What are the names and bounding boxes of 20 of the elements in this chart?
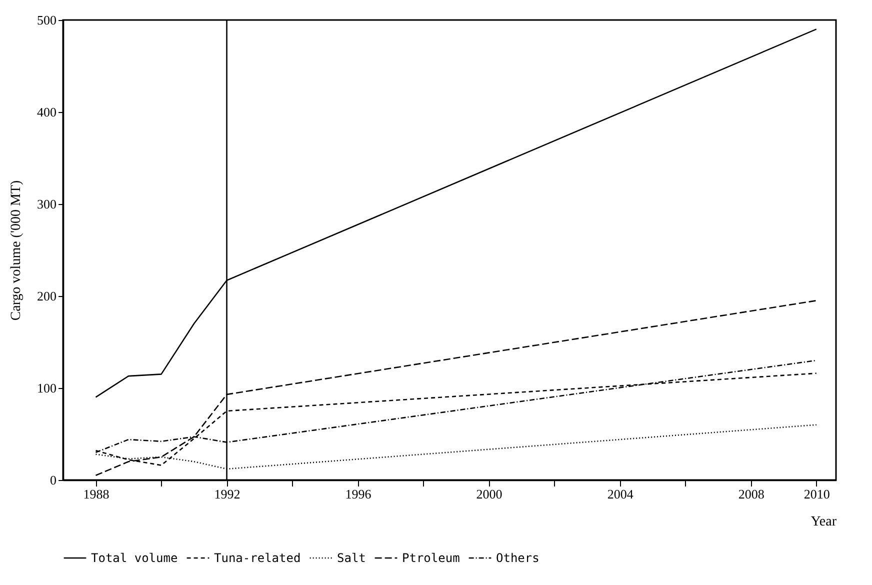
y-tick-label: 200 <box>37 288 56 304</box>
y-tick-label: 400 <box>37 104 56 120</box>
legend-label: Tuna-related <box>214 551 301 565</box>
x-tick-label: 2000 <box>476 486 502 502</box>
y-tick-label: 500 <box>37 12 56 28</box>
x-axis-title: Year <box>810 514 837 530</box>
y-axis-title: Cargo volume ('000 MT) <box>9 180 24 321</box>
x-tick-label: 2010 <box>804 486 830 502</box>
y-tick-label: 300 <box>37 196 56 212</box>
x-tick-label: 2008 <box>738 486 764 502</box>
legend-label: Others <box>496 551 540 565</box>
x-tick-label: 2004 <box>607 486 634 502</box>
x-tick-label: 1996 <box>345 486 372 502</box>
legend-label: Total volume <box>91 551 178 565</box>
y-tick-label: 0 <box>50 472 56 488</box>
legend-label: Ptroleum <box>402 551 460 565</box>
x-tick-label: 1988 <box>83 486 110 502</box>
y-tick-label: 100 <box>37 380 56 396</box>
legend-label: Salt <box>337 551 366 565</box>
x-tick-label: 1992 <box>214 486 240 502</box>
